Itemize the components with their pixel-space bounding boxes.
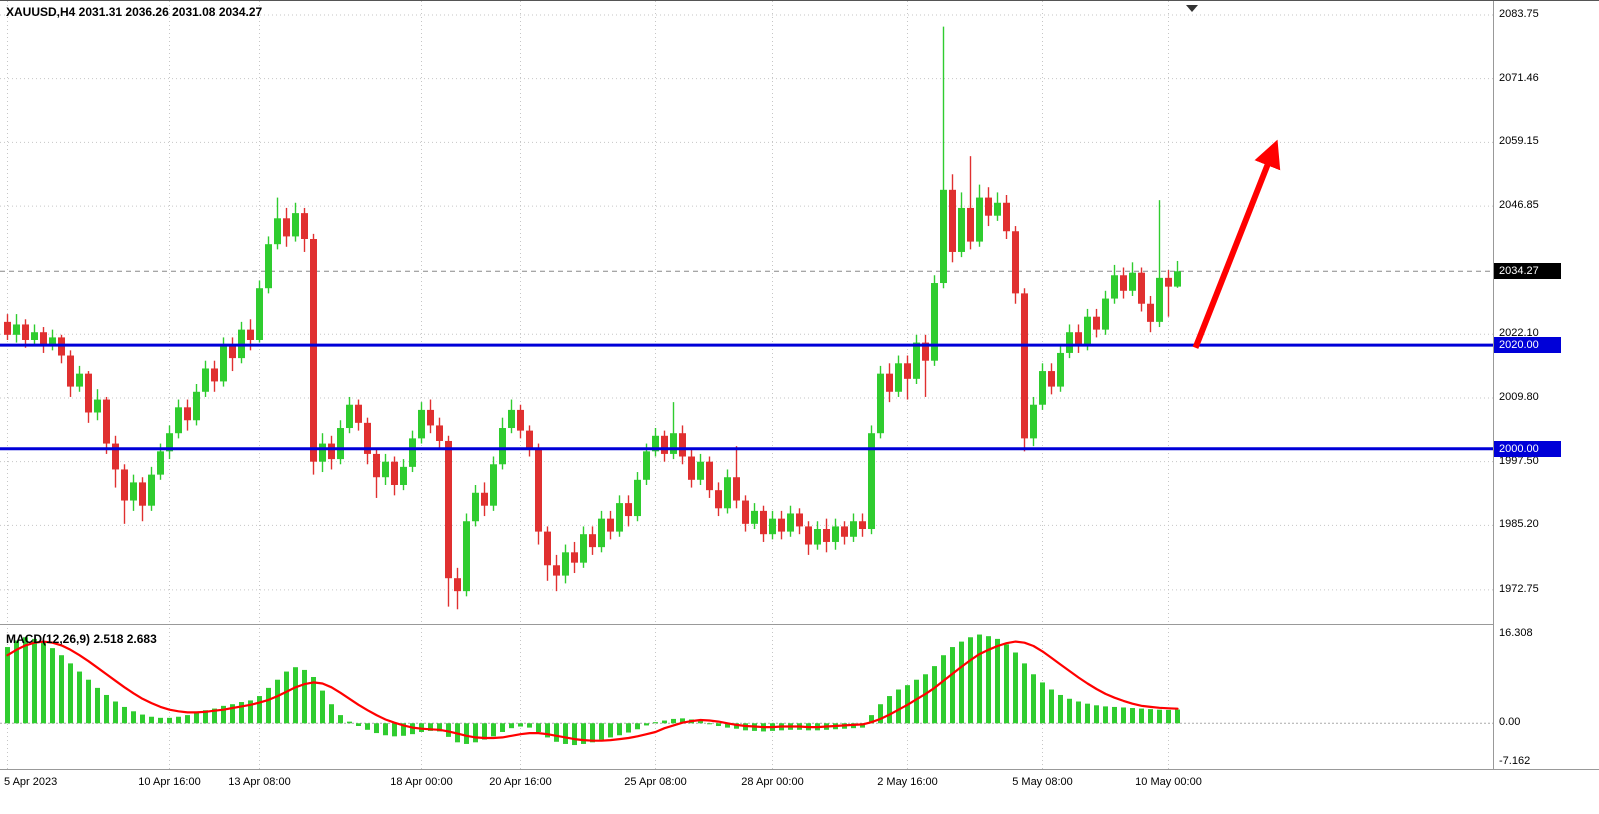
price-axis-label: 1972.75	[1499, 582, 1539, 595]
price-chart-canvas[interactable]	[0, 1, 1493, 623]
time-axis[interactable]: 5 Apr 2023 10 Apr 16:00 13 Apr 08:00 18 Apr…	[0, 770, 1599, 814]
panel-separator	[0, 769, 1599, 770]
time-axis-label: 28 Apr 00:00	[741, 776, 804, 788]
price-axis-label: 1997.50	[1499, 454, 1539, 467]
macd-indicator-label: MACD(12,26,9) 2.518 2.683	[6, 632, 157, 646]
price-axis-label: 2022.10	[1499, 327, 1539, 340]
macd-signal-line	[6, 640, 1179, 742]
price-axis-label: 1985.20	[1499, 518, 1539, 531]
time-axis-label: 18 Apr 00:00	[390, 776, 453, 788]
axis-separator	[1493, 1, 1494, 769]
macd-chart-canvas[interactable]	[0, 628, 1493, 769]
current-price-tag: 2034.27	[1494, 263, 1561, 280]
time-axis-label: 10 Apr 16:00	[138, 776, 201, 788]
price-axis-label: 2083.75	[1499, 8, 1539, 21]
chart-shift-marker-icon[interactable]	[1186, 5, 1198, 12]
price-axis[interactable]: 2083.75 2071.46 2059.15 2046.85 2022.10 2009.…	[1494, 1, 1599, 769]
time-axis-label: 5 May 08:00	[1012, 776, 1073, 788]
time-axis-label: 20 Apr 16:00	[489, 776, 552, 788]
symbol-ohlc-label: XAUUSD,H4 2031.31 2036.26 2031.08 2034.2…	[6, 5, 263, 19]
macd-axis-label: 0.00	[1499, 716, 1521, 729]
macd-axis-label: -7.162	[1499, 755, 1531, 768]
candlesticks	[4, 26, 1181, 610]
time-axis-label: 10 May 00:00	[1135, 776, 1202, 788]
panel-separator	[0, 624, 1599, 625]
trend-arrow[interactable]	[1192, 139, 1281, 349]
line-price-tag: 2000.00	[1494, 440, 1561, 457]
price-axis-label: 2009.80	[1499, 390, 1539, 403]
macd-histogram	[5, 634, 1180, 746]
time-axis-label: 13 Apr 08:00	[228, 776, 291, 788]
time-axis-label: 5 Apr 2023	[4, 776, 58, 788]
line-price-tag: 2020.00	[1494, 337, 1561, 354]
macd-axis-label: 16.308	[1499, 627, 1533, 640]
price-axis-label: 2059.15	[1499, 135, 1539, 148]
price-axis-label: 2071.46	[1499, 71, 1539, 84]
time-axis-label: 2 May 16:00	[877, 776, 938, 788]
price-axis-label: 2046.85	[1499, 199, 1539, 212]
time-axis-label: 25 Apr 08:00	[624, 776, 687, 788]
